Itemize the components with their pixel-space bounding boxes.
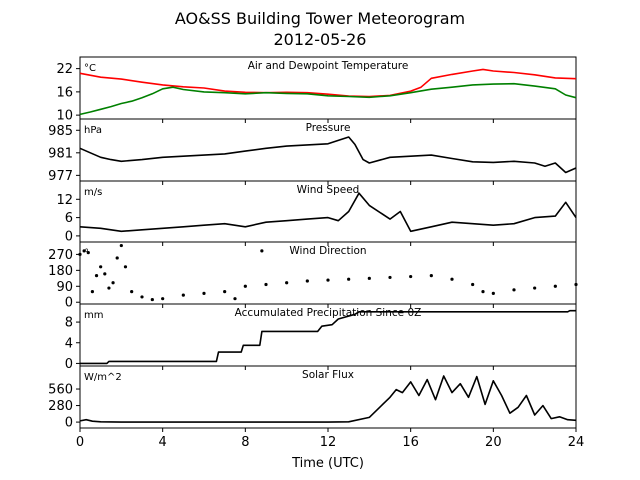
panel-unit-label: m/s [84,187,102,198]
scatter-point [533,286,537,290]
y-tick-label: 977 [48,169,73,184]
x-tick-label: 24 [568,435,585,450]
scatter-point [388,275,392,280]
y-tick-label: 8 [65,316,73,331]
scatter-point [123,265,128,269]
scatter-point [243,284,247,288]
scatter-point [223,290,227,294]
panel-unit-label: W/m^2 [84,372,122,383]
y-tick-label: 270 [48,248,73,263]
y-tick-label: 0 [65,416,73,431]
scatter-point [285,281,289,285]
panel-title: Wind Direction [289,245,366,257]
panel-unit-label: ° [84,248,89,259]
y-tick-label: 10 [56,109,73,124]
scatter-point [130,290,134,294]
y-tick-label: 0 [65,229,73,244]
figure-subtitle: 2012-05-26 [274,30,367,49]
y-tick-label: 4 [65,336,73,351]
scatter-point [103,272,107,276]
scatter-point [481,290,485,294]
scatter-point [202,291,206,295]
panels-group: Air and Dewpoint Temperature °C 10 16 22 Pres… [48,56,585,450]
y-tick-label: 180 [48,264,73,279]
scatter-point [119,243,123,248]
scatter-point [260,249,264,253]
scatter-point [94,274,99,278]
y-tick-label: 90 [56,280,73,295]
scatter-point [115,256,119,260]
scatter-point [553,284,557,288]
scatter-point [181,293,185,297]
x-tick-label: 12 [320,435,337,450]
scatter-point [78,252,82,256]
scatter-point [305,279,309,283]
series-line-0 [79,136,577,174]
scatter-point [367,276,371,280]
panel-title: Pressure [306,122,351,134]
panel-0: Air and Dewpoint Temperature °C 10 16 22 [56,56,577,124]
y-tick-label: 280 [48,399,73,414]
panel-title: Solar Flux [302,369,354,381]
scatter-point [140,295,144,299]
panel-2: Wind Speed m/s 0 6 12 [56,180,577,246]
x-tick-label: 16 [402,435,419,450]
x-tick-label: 8 [241,435,249,450]
y-tick-label: 12 [56,193,73,208]
scatter-point [86,251,90,255]
scatter-point [111,281,115,285]
panel-1: Pressure hPa 977 981 985 [48,118,577,185]
y-tick-label: 985 [48,124,73,139]
scatter-point [409,274,413,279]
y-tick-label: 981 [48,146,73,161]
x-tick-label: 0 [76,435,84,450]
panel-title: Accumulated Precipitation Since 0Z [235,307,422,319]
scatter-point [326,278,330,282]
panel-unit-label: hPa [84,125,102,136]
scatter-point [574,282,578,287]
series-line-0 [79,375,577,423]
y-tick-label: 16 [56,85,73,100]
y-tick-label: 0 [65,357,73,372]
panel-title: Air and Dewpoint Temperature [248,60,409,72]
scatter-point [99,265,103,269]
figure-title: AO&SS Building Tower Meteorogram [175,9,465,28]
scatter-point [471,282,475,287]
scatter-point [450,277,454,281]
series-line-1 [79,82,577,116]
panel-unit-label: mm [84,310,103,321]
panel-title: Wind Speed [297,184,360,196]
scatter-point [233,297,237,301]
y-tick-label: 0 [65,296,73,311]
x-tick-label: 20 [485,435,502,450]
scatter-point [347,277,351,281]
x-axis-label: Time (UTC) [291,456,364,471]
panel-unit-label: °C [84,63,96,74]
y-tick-label: 6 [65,211,73,226]
scatter-point [150,297,154,302]
y-tick-label: 22 [56,62,73,77]
y-tick-label: 560 [48,383,73,398]
scatter-point [161,297,165,301]
scatter-point [264,282,268,287]
panel-4: Accumulated Precipitation Since 0Z mm 0 4 8 [65,303,577,372]
series-line-0 [80,309,576,365]
scatter-point [512,288,516,292]
scatter-point [429,274,433,278]
x-tick-label: 4 [159,435,167,450]
scatter-point [90,290,94,294]
scatter-point [491,291,495,295]
scatter-point [82,249,86,253]
scatter-point [107,286,111,290]
series-line-0 [79,192,577,233]
